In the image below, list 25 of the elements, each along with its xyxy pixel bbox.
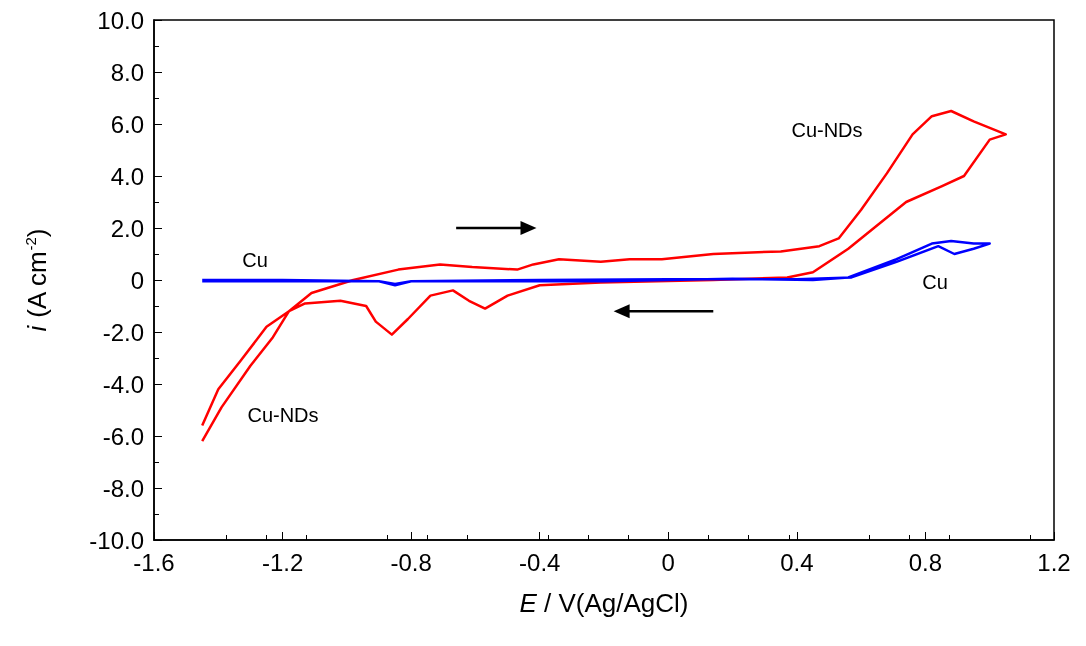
y-tick-label: 8.0	[110, 58, 144, 86]
x-tick-label: -0.8	[390, 548, 432, 576]
y-tick-label: 6.0	[110, 110, 144, 138]
y-tick-label: 4.0	[110, 162, 144, 190]
annotation: Cu-NDs	[791, 119, 863, 141]
annotation: Cu	[242, 249, 268, 271]
y-tick-label: -8.0	[102, 474, 144, 502]
annotation: Cu	[922, 271, 948, 293]
y-tick-label: -4.0	[102, 370, 144, 398]
y-axis-title: i (A cm-2)	[21, 228, 52, 332]
y-tick-label: 10.0	[97, 6, 144, 34]
line-series	[200, 239, 991, 287]
x-tick-label: 0.8	[908, 548, 943, 576]
x-tick-label: 1.2	[1037, 548, 1071, 576]
annotation: Cu-NDs	[247, 404, 319, 426]
x-axis-title: E / V(Ag/AgCl)	[519, 588, 689, 618]
y-tick-label: -2.0	[102, 318, 144, 346]
x-tick-label: 0	[661, 548, 675, 576]
y-tick-label: 0	[130, 266, 144, 294]
y-tick-label: -6.0	[102, 422, 144, 450]
x-tick-label: 0.4	[780, 548, 814, 576]
x-tick-label: -1.2	[261, 548, 304, 576]
x-tick-label: -0.4	[519, 548, 561, 576]
y-tick-label: 2.0	[110, 214, 144, 242]
line-series	[200, 109, 1008, 443]
